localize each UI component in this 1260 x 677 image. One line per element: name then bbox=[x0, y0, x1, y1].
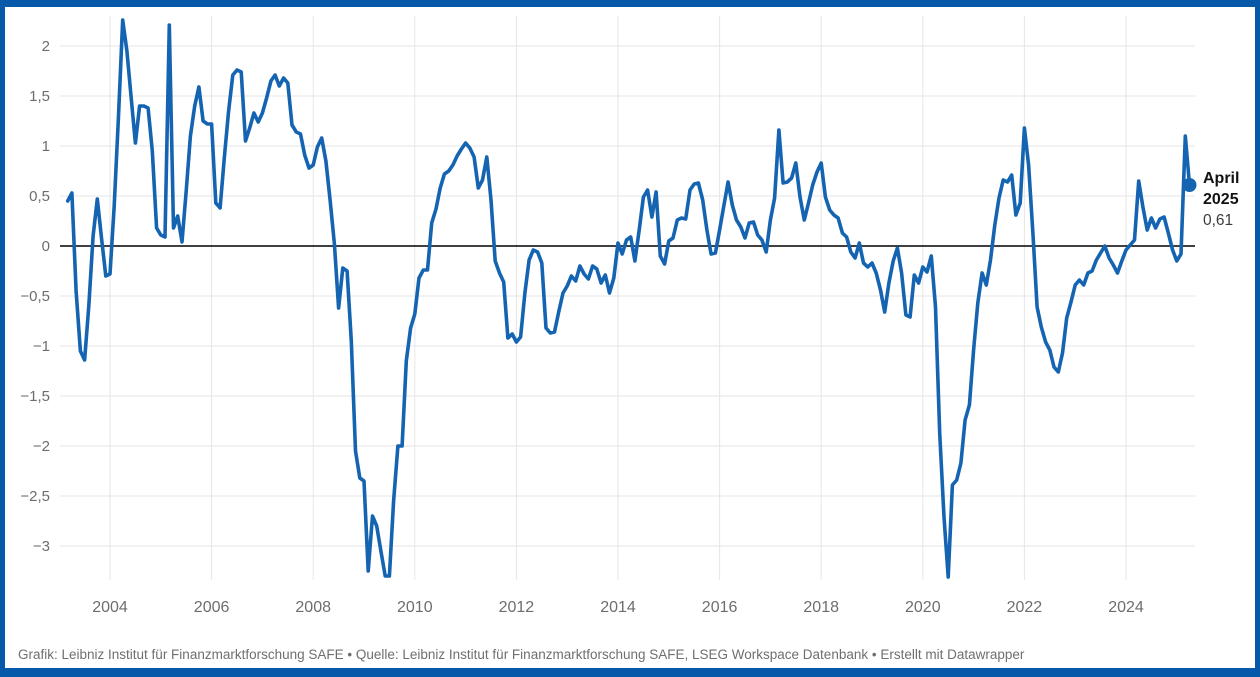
x-tick-label: 2024 bbox=[1108, 599, 1144, 616]
x-tick-label: 2012 bbox=[499, 599, 535, 616]
y-tick-label: 0,5 bbox=[29, 188, 50, 205]
y-tick-label: −2 bbox=[33, 438, 50, 455]
y-tick-label: −1,5 bbox=[20, 388, 50, 405]
y-tick-label: −1 bbox=[33, 338, 50, 355]
footer-credits: Grafik: Leibniz Institut für Finanzmarkt… bbox=[18, 647, 1025, 662]
x-tick-label: 2020 bbox=[905, 599, 941, 616]
data-line bbox=[65, 18, 1192, 579]
x-tick-label: 2014 bbox=[600, 599, 636, 616]
chart-area: 2004 2006 2008 2010 2012 2014 2016 2018 2020 2022… bbox=[5, 7, 1255, 637]
y-tick-label: 1,5 bbox=[29, 88, 50, 105]
x-tick-label: 2006 bbox=[194, 599, 230, 616]
x-tick-label: 2022 bbox=[1007, 599, 1043, 616]
x-tick-label: 2018 bbox=[803, 599, 839, 616]
x-tick-label: 2010 bbox=[397, 599, 433, 616]
annotation-month-label: April bbox=[1203, 170, 1240, 187]
y-tick-label: 1 bbox=[42, 138, 50, 155]
line-chart-svg: 2004 2006 2008 2010 2012 2014 2016 2018 2020 2022… bbox=[20, 16, 1197, 616]
annotation-year-label: 2025 bbox=[1203, 191, 1239, 208]
x-tick-label: 2008 bbox=[295, 599, 331, 616]
y-tick-label: −0,5 bbox=[20, 288, 50, 305]
end-annotation: April 2025 0,61 bbox=[1203, 168, 1255, 231]
annotation-value-label: 0,61 bbox=[1203, 212, 1234, 229]
y-tick-label: −2,5 bbox=[20, 488, 50, 505]
y-tick-label: 0 bbox=[42, 238, 50, 255]
y-tick-label: 2 bbox=[42, 38, 50, 55]
endpoint-dot bbox=[1182, 178, 1197, 192]
x-tick-label: 2016 bbox=[702, 599, 738, 616]
y-tick-label: −3 bbox=[33, 538, 50, 555]
x-tick-label: 2004 bbox=[92, 599, 128, 616]
